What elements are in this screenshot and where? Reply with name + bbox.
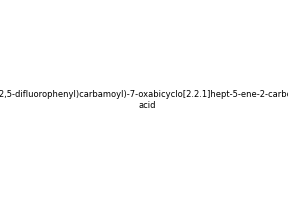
Text: 3-((2,5-difluorophenyl)carbamoyl)-7-oxabicyclo[2.2.1]hept-5-ene-2-carboxylic aci: 3-((2,5-difluorophenyl)carbamoyl)-7-oxab… bbox=[0, 90, 288, 110]
